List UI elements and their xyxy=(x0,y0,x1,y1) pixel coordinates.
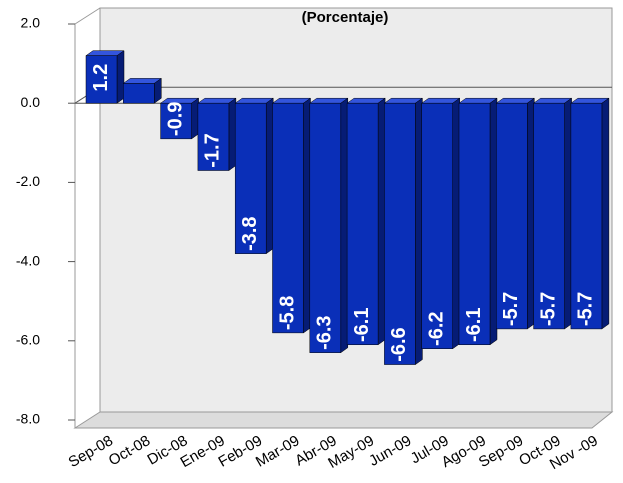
y-tick-label: 0.0 xyxy=(21,94,41,110)
bar-side xyxy=(340,97,349,354)
bar-side xyxy=(601,97,610,330)
bar xyxy=(197,102,230,171)
bar-side xyxy=(452,97,460,350)
data-label: -5.7 xyxy=(575,292,597,326)
data-label: -6.6 xyxy=(388,327,410,361)
y-tick-label: -2.0 xyxy=(16,173,40,189)
data-label: -6.1 xyxy=(463,308,485,342)
bar xyxy=(570,102,603,330)
bar xyxy=(458,102,491,346)
bar-side xyxy=(191,97,199,140)
bar xyxy=(533,102,565,330)
data-label: -6.3 xyxy=(314,315,336,349)
left-edge xyxy=(74,7,101,25)
data-label: 1.2 xyxy=(90,64,112,92)
data-label: -0.9 xyxy=(164,102,186,136)
bar-side xyxy=(489,97,498,346)
bar xyxy=(160,102,192,140)
x-tick-label: Jun-09 xyxy=(366,432,414,470)
bar xyxy=(346,102,379,346)
data-label: -3.8 xyxy=(239,216,261,250)
floor xyxy=(73,411,614,429)
y-tick-label: -4.0 xyxy=(16,252,40,268)
y-tick-label: 2.0 xyxy=(21,15,41,31)
data-label: -5.7 xyxy=(537,292,559,326)
bar xyxy=(123,83,155,104)
bar-side xyxy=(415,97,423,366)
data-label: -1.7 xyxy=(202,133,224,167)
data-label: -6.2 xyxy=(425,311,447,345)
y-tick-label: -8.0 xyxy=(16,411,40,427)
bar xyxy=(85,55,118,104)
bar-side xyxy=(377,97,386,346)
data-label: -6.1 xyxy=(351,308,373,342)
x-tick-label: Oct-08 xyxy=(106,432,153,469)
bar xyxy=(421,102,453,349)
bar-side xyxy=(228,97,237,172)
y-tick-label: -6.0 xyxy=(16,332,40,348)
bar xyxy=(272,102,304,334)
data-label: -5.7 xyxy=(500,292,522,326)
bar-side xyxy=(265,97,274,255)
bar xyxy=(496,102,528,330)
bar xyxy=(384,102,416,365)
bar xyxy=(234,102,267,254)
bar-side xyxy=(564,97,572,330)
x-tick-label: Mar-09 xyxy=(253,432,303,470)
x-tick-label: Sep-08 xyxy=(66,432,116,471)
chart-subtitle: (Porcentaje) xyxy=(302,9,389,26)
bar xyxy=(309,102,342,353)
data-label: -5.8 xyxy=(276,296,298,330)
bar-side xyxy=(527,97,535,330)
bar-side xyxy=(116,50,125,104)
bar-side xyxy=(303,97,311,334)
